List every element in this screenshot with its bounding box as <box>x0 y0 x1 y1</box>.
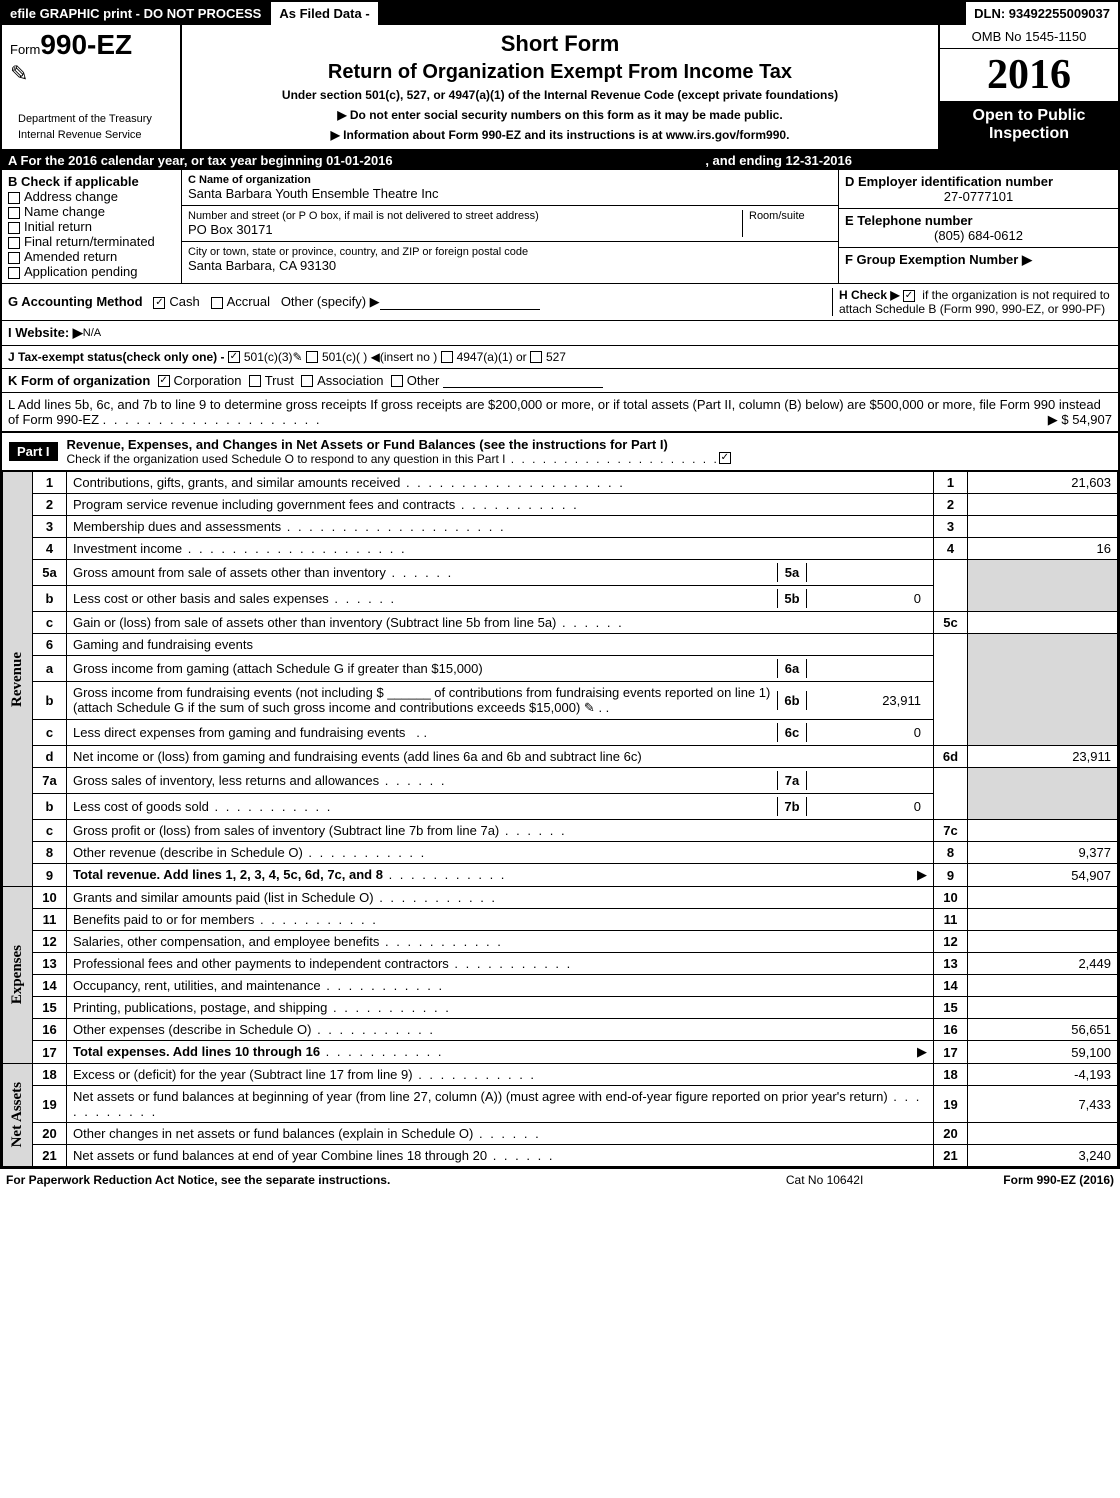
tax-year: 2016 <box>940 49 1118 101</box>
c-label: C Name of organization <box>188 174 832 186</box>
g-label: G Accounting Method <box>8 294 143 309</box>
phone-value: (805) 684-0612 <box>845 228 1112 243</box>
dln-label: DLN: 93492255009037 <box>964 2 1118 25</box>
cb-cash[interactable]: ✓ <box>153 297 165 309</box>
section-sub: Under section 501(c), 527, or 4947(a)(1)… <box>190 88 930 102</box>
side-expenses: Expenses <box>9 945 26 1004</box>
cb-4947[interactable] <box>441 351 453 363</box>
cb-amended-return[interactable] <box>8 252 20 264</box>
ein-value: 27-0777101 <box>845 189 1112 204</box>
form-prefix: Form <box>10 42 40 57</box>
cb-application-pending[interactable] <box>8 267 20 279</box>
col-b: B Check if applicable Address change Nam… <box>2 170 182 283</box>
d-label: D Employer identification number <box>845 174 1112 189</box>
cb-accrual[interactable] <box>211 297 223 309</box>
cb-527[interactable] <box>530 351 542 363</box>
cb-501c[interactable] <box>306 351 318 363</box>
col-c: C Name of organization Santa Barbara You… <box>182 170 838 283</box>
b-title: B Check if applicable <box>8 174 175 189</box>
cb-corporation[interactable]: ✓ <box>158 375 170 387</box>
part-1-num: Part I <box>8 441 59 462</box>
form-number: 990-EZ <box>40 29 132 60</box>
org-city: Santa Barbara, CA 93130 <box>188 258 832 273</box>
arrow-note-1: ▶ Do not enter social security numbers o… <box>190 108 930 122</box>
year-box: OMB No 1545-1150 2016 Open to Public Ins… <box>938 25 1118 149</box>
as-filed-label: As Filed Data - <box>269 2 377 25</box>
org-address: PO Box 30171 <box>188 222 742 237</box>
pen-icon: ✎ <box>293 350 303 364</box>
arrow-right-icon <box>917 867 927 883</box>
arrow-note-2: ▶ Information about Form 990-EZ and its … <box>190 128 930 142</box>
dept-irs: Internal Revenue Service <box>10 127 172 143</box>
i-label: I Website: ▶ <box>8 325 83 341</box>
side-revenue: Revenue <box>9 652 26 707</box>
addr-label: Number and street (or P O box, if mail i… <box>188 210 742 222</box>
footer-mid: Cat No 10642I <box>786 1173 1003 1187</box>
cb-name-change[interactable] <box>8 207 20 219</box>
k-label: K Form of organization <box>8 373 150 388</box>
j-label: J Tax-exempt status(check only one) - <box>8 350 225 364</box>
row-a: A For the 2016 calendar year, or tax yea… <box>2 151 1118 170</box>
f-label: F Group Exemption Number ▶ <box>845 252 1112 268</box>
city-label: City or town, state or province, country… <box>188 246 832 258</box>
cb-final-return[interactable] <box>8 237 20 249</box>
footer-right: Form 990-EZ (2016) <box>1003 1173 1114 1187</box>
cb-h[interactable]: ✓ <box>903 290 915 302</box>
return-title: Return of Organization Exempt From Incom… <box>190 61 930 84</box>
a-label: A For the 2016 calendar year, or tax yea… <box>8 153 393 168</box>
side-net-assets: Net Assets <box>9 1082 26 1147</box>
pen-icon: ✎ <box>10 61 172 87</box>
cb-other[interactable] <box>391 375 403 387</box>
part-1-sub: Check if the organization used Schedule … <box>67 452 506 466</box>
footer: For Paperwork Reduction Act Notice, see … <box>0 1169 1120 1191</box>
cb-501c3[interactable]: ✓ <box>228 351 240 363</box>
h-label: H Check ▶ <box>839 288 900 302</box>
short-form: Short Form <box>190 31 930 57</box>
org-name: Santa Barbara Youth Ensemble Theatre Inc <box>188 186 832 201</box>
cb-association[interactable] <box>301 375 313 387</box>
arrow-left-icon <box>371 350 380 364</box>
cb-schedule-o[interactable]: ✓ <box>719 452 731 464</box>
title-box: Short Form Return of Organization Exempt… <box>182 25 938 149</box>
cb-initial-return[interactable] <box>8 222 20 234</box>
cb-trust[interactable] <box>249 375 261 387</box>
room-suite: Room/suite <box>742 210 832 237</box>
dept-treasury: Department of the Treasury <box>10 111 172 127</box>
efile-label: efile GRAPHIC print - DO NOT PROCESS <box>2 2 269 25</box>
part-1-title: Revenue, Expenses, and Changes in Net As… <box>67 437 735 452</box>
top-bar: efile GRAPHIC print - DO NOT PROCESS As … <box>2 2 1118 25</box>
omb-number: OMB No 1545-1150 <box>940 25 1118 49</box>
a-ending: , and ending 12-31-2016 <box>705 153 1112 168</box>
footer-left: For Paperwork Reduction Act Notice, see … <box>6 1173 786 1187</box>
lines-table: Revenue 1Contributions, gifts, grants, a… <box>2 471 1118 1167</box>
part-1-header: Part I Revenue, Expenses, and Changes in… <box>2 432 1118 471</box>
open-to-public: Open to Public Inspection <box>940 101 1118 149</box>
website-value: N/A <box>83 327 101 339</box>
form-box: Form990-EZ ✎ Department of the Treasury … <box>2 25 182 149</box>
l-value: ▶ $ 54,907 <box>1048 412 1112 428</box>
arrow-right-icon <box>917 1044 927 1060</box>
cb-address-change[interactable] <box>8 192 20 204</box>
e-label: E Telephone number <box>845 213 1112 228</box>
col-def: D Employer identification number 27-0777… <box>838 170 1118 283</box>
pen-icon: ✎ <box>584 700 595 715</box>
